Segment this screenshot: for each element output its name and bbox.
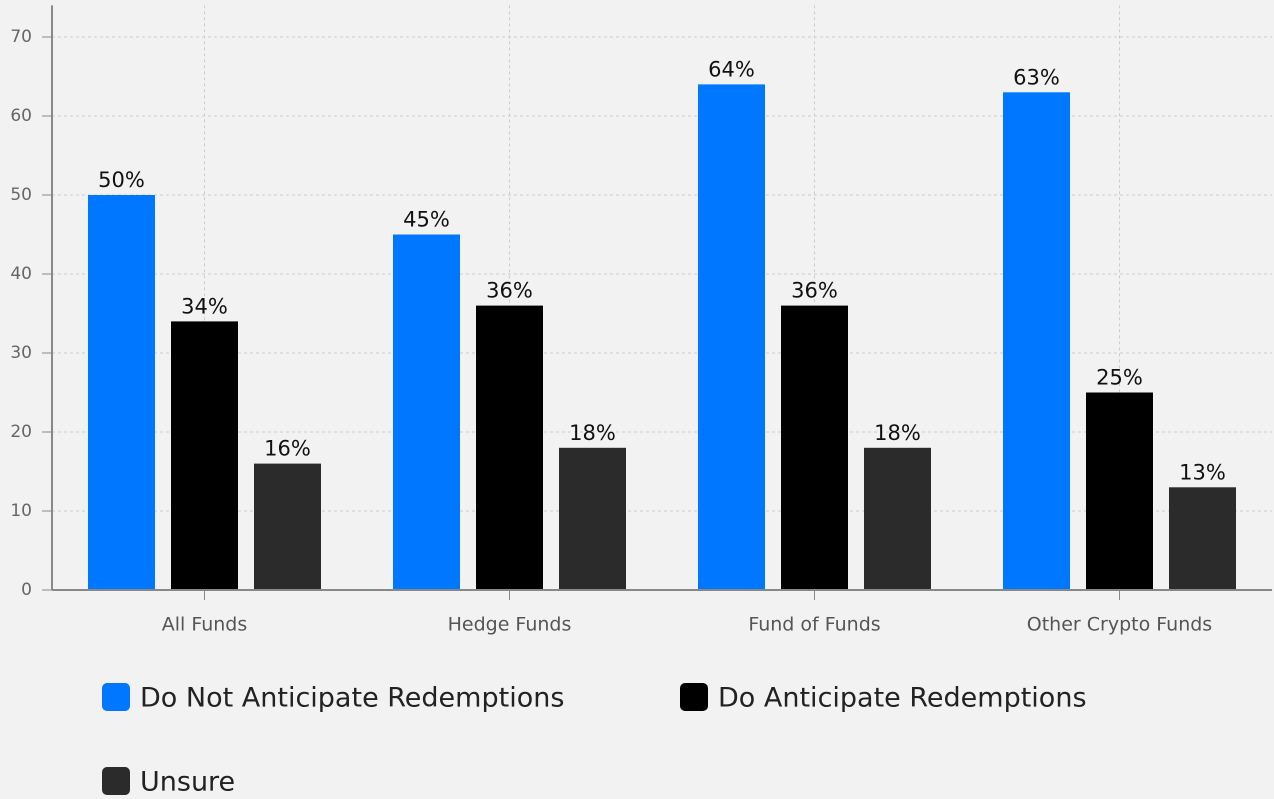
bar <box>1169 487 1236 590</box>
value-label: 64% <box>708 57 755 81</box>
value-label: 13% <box>1179 460 1226 484</box>
value-label: 25% <box>1096 366 1143 390</box>
value-label: 16% <box>264 437 311 461</box>
legend-label: Unsure <box>140 767 235 798</box>
legend-label: Do Anticipate Redemptions <box>718 683 1087 714</box>
x-tick-label: All Funds <box>162 614 248 636</box>
bar <box>476 305 543 590</box>
x-tick-label: Other Crypto Funds <box>1027 614 1212 636</box>
legend-label: Do Not Anticipate Redemptions <box>140 683 564 714</box>
bar <box>171 321 238 590</box>
value-label: 50% <box>98 168 145 192</box>
value-label: 63% <box>1013 65 1060 89</box>
x-tick-label: Fund of Funds <box>748 614 880 636</box>
value-label: 18% <box>569 421 616 445</box>
value-label: 36% <box>486 279 533 303</box>
legend-swatch <box>680 683 708 711</box>
bar <box>781 305 848 590</box>
y-tick-label: 60 <box>10 106 32 126</box>
y-tick-label: 30 <box>10 343 32 363</box>
value-label: 34% <box>181 294 228 318</box>
bar <box>864 447 931 590</box>
y-tick-label: 20 <box>10 422 32 442</box>
value-label: 36% <box>791 279 838 303</box>
bar <box>1086 392 1153 590</box>
bar <box>88 195 155 590</box>
bar <box>559 447 626 590</box>
y-tick-label: 10 <box>10 501 32 521</box>
y-tick-label: 0 <box>21 580 32 600</box>
bar <box>1003 92 1070 591</box>
y-tick-label: 50 <box>10 185 32 205</box>
x-tick-label: Hedge Funds <box>448 614 572 636</box>
bar <box>393 234 460 590</box>
bar <box>698 84 765 591</box>
legend-swatch <box>102 767 130 795</box>
bar <box>254 463 321 590</box>
y-tick-label: 70 <box>10 27 32 47</box>
value-label: 18% <box>874 421 921 445</box>
legend-swatch <box>102 683 130 711</box>
value-label: 45% <box>403 208 450 232</box>
y-tick-label: 40 <box>10 264 32 284</box>
